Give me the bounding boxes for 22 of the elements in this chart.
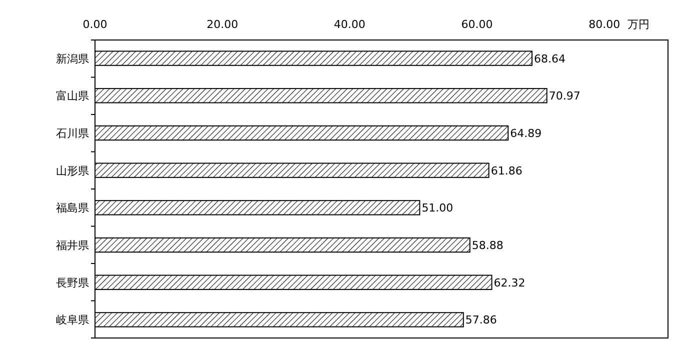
data-label: 58.88 [472, 239, 504, 252]
data-label: 70.97 [548, 90, 580, 103]
data-label: 51.00 [422, 202, 454, 215]
y-tick-label: 長野県 [56, 276, 89, 290]
x-tick-label: 0.00 [82, 18, 108, 31]
y-tick-label: 山形県 [56, 164, 89, 178]
y-tick-label: 福井県 [56, 239, 89, 252]
x-tick-label: 20.00 [206, 18, 238, 31]
y-tick-label: 富山県 [56, 90, 89, 103]
data-label: 64.89 [510, 126, 542, 140]
y-tick-label: 福島県 [56, 202, 89, 215]
x-tick-label: 60.00 [461, 18, 493, 31]
x-tick-label: 40.00 [334, 18, 366, 31]
y-tick-label: 石川県 [56, 126, 89, 140]
data-label: 68.64 [534, 52, 566, 66]
x-axis-title: 万円 [627, 18, 650, 31]
data-label: 61.86 [490, 164, 522, 178]
data-label: 57.86 [465, 314, 497, 327]
y-tick-label: 新潟県 [56, 52, 89, 66]
x-tick-label: 80.00 [588, 18, 620, 31]
y-tick-label: 岐阜県 [56, 314, 89, 327]
data-label: 62.32 [494, 276, 526, 290]
